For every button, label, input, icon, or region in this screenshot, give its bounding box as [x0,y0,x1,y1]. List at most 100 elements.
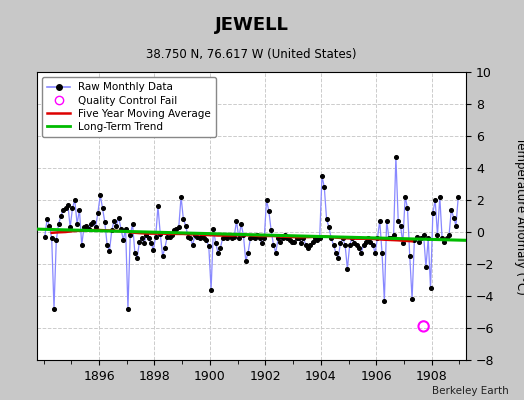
Point [184,234,192,240]
Point [232,218,241,224]
Text: Berkeley Earth: Berkeley Earth [432,386,508,396]
Point [172,226,181,232]
Point [373,235,381,242]
Point [364,235,373,242]
Point [258,240,266,246]
Point [193,234,201,240]
Point [410,237,419,243]
Point [452,222,460,229]
Point [214,250,222,256]
Point [96,192,104,198]
Point [237,221,245,227]
Point [419,232,428,238]
Point [318,173,326,179]
Point [235,235,243,242]
Point [341,242,350,248]
Point [306,242,314,248]
Point [422,264,430,270]
Point [151,234,160,240]
Point [429,210,437,216]
Point [403,205,412,211]
Point [124,306,132,312]
Point [94,210,102,216]
Point [290,238,299,245]
Point [198,232,206,238]
Point [64,202,72,208]
Point [271,250,280,256]
Point [406,253,414,259]
Point [126,232,135,238]
Point [147,240,155,246]
Point [313,237,322,243]
Point [158,253,167,259]
Point [202,237,211,243]
Point [73,221,81,227]
Point [71,197,79,203]
Point [50,306,58,312]
Point [380,298,389,304]
Point [174,224,183,230]
Point [140,240,148,246]
Point [279,235,287,242]
Point [181,222,190,229]
Point [119,237,127,243]
Point [80,224,88,230]
Point [454,194,463,200]
Point [320,184,329,190]
Point [248,234,257,240]
Point [195,235,204,242]
Point [311,235,319,242]
Point [394,218,402,224]
Point [325,224,333,230]
Legend: Raw Monthly Data, Quality Control Fail, Five Year Moving Average, Long-Term Tren: Raw Monthly Data, Quality Control Fail, … [42,77,216,137]
Point [408,296,416,302]
Point [322,216,331,222]
Point [435,194,444,200]
Point [186,235,194,242]
Point [239,232,248,238]
Point [82,222,91,229]
Point [87,221,95,227]
Point [366,238,375,245]
Point [110,218,118,224]
Point [135,238,144,245]
Point [260,235,268,242]
Point [396,222,405,229]
Point [204,243,213,250]
Point [54,221,63,227]
Point [99,205,107,211]
Point [221,234,229,240]
Point [122,226,130,232]
Point [156,230,165,237]
Point [166,234,174,240]
Point [230,234,238,240]
Point [45,222,53,229]
Point [57,213,65,219]
Point [138,235,146,242]
Point [43,216,51,222]
Point [288,238,296,245]
Point [246,235,255,242]
Point [128,221,137,227]
Point [255,235,264,242]
Point [209,226,217,232]
Point [440,238,449,245]
Point [309,238,317,245]
Point [433,232,442,238]
Point [219,235,227,242]
Y-axis label: Temperature Anomaly (°C): Temperature Anomaly (°C) [514,137,524,295]
Point [401,194,409,200]
Point [117,226,125,232]
Point [59,206,68,213]
Point [61,205,70,211]
Point [348,235,356,242]
Point [362,238,370,245]
Point [216,245,224,251]
Point [438,235,446,242]
Point [212,240,220,246]
Point [332,250,340,256]
Point [269,242,278,248]
Point [68,205,77,211]
Point [417,235,425,242]
Text: JEWELL: JEWELL [215,16,288,34]
